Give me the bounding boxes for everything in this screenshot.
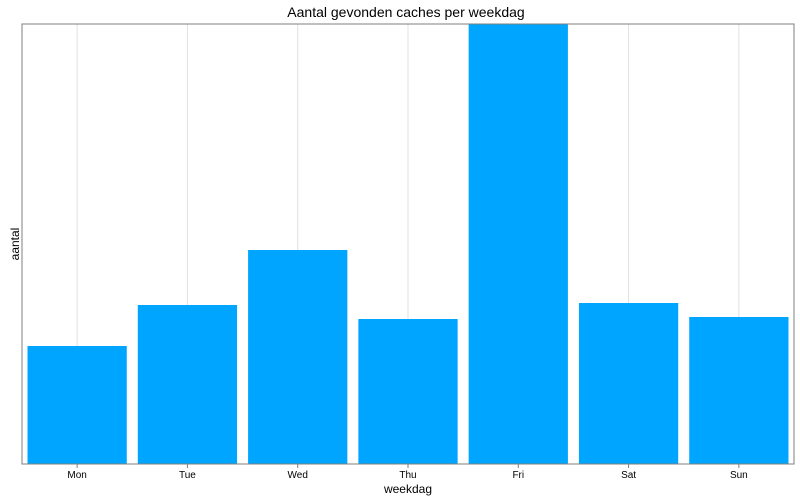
x-tick-label-sat: Sat (621, 470, 636, 481)
plot-area (21, 23, 795, 465)
x-tick-label-thu: Thu (399, 470, 416, 481)
x-tick-label-sun: Sun (730, 470, 748, 481)
bars (27, 24, 789, 464)
chart-title: Aantal gevonden caches per weekdag (287, 4, 524, 20)
bar-thu (358, 319, 458, 464)
bar-fri (468, 24, 568, 464)
x-tick-label-tue: Tue (179, 470, 196, 481)
x-axis-ticks: Mon Tue Wed Thu Fri Sat Sun (67, 464, 748, 481)
x-axis-label: weekdag (383, 482, 432, 496)
bar-tue (137, 305, 238, 464)
x-tick-label-wed: Wed (288, 470, 308, 481)
x-tick-label-fri: Fri (512, 470, 524, 481)
bar-sat (578, 303, 679, 464)
bar-wed (248, 250, 348, 464)
x-tick-label-mon: Mon (67, 470, 86, 481)
bar-sun (689, 317, 789, 464)
y-axis-label: aantal (8, 228, 22, 261)
bar-mon (27, 346, 127, 464)
